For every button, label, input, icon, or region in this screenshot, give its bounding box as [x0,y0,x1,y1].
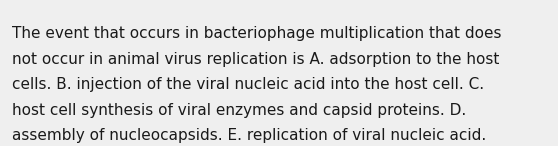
Text: not occur in animal virus replication is A. adsorption to the host: not occur in animal virus replication is… [12,52,499,67]
Text: The event that occurs in bacteriophage multiplication that does: The event that occurs in bacteriophage m… [12,26,502,41]
Text: assembly of nucleocapsids. E. replication of viral nucleic acid.: assembly of nucleocapsids. E. replicatio… [12,128,487,144]
Text: cells. B. injection of the viral nucleic acid into the host cell. C.: cells. B. injection of the viral nucleic… [12,77,484,92]
Text: host cell synthesis of viral enzymes and capsid proteins. D.: host cell synthesis of viral enzymes and… [12,103,466,118]
